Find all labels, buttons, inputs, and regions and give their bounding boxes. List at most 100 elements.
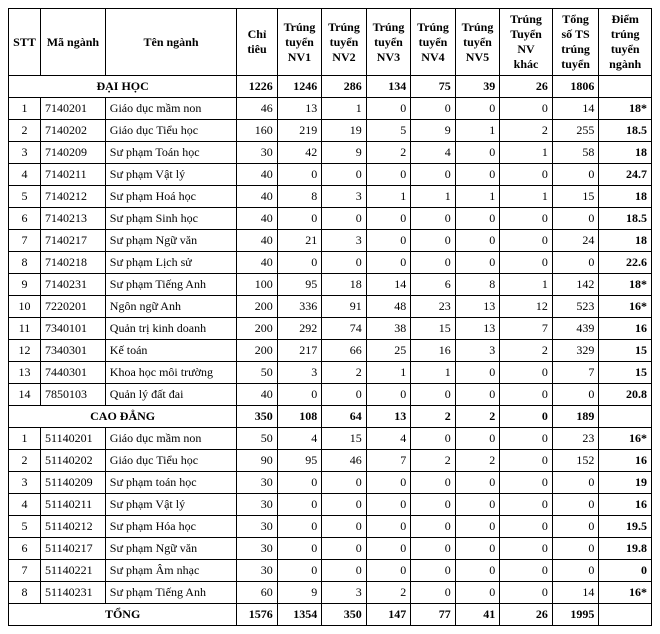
cell-tong: 0 (552, 252, 599, 274)
total-row-diem (599, 604, 652, 626)
cell-ma: 7140202 (41, 120, 106, 142)
cell-nv1: 0 (277, 538, 322, 560)
section-daihoc-nv1: 1246 (277, 76, 322, 98)
cell-stt: 4 (9, 164, 41, 186)
cell-tong: 152 (552, 450, 599, 472)
cell-nv1: 95 (277, 450, 322, 472)
total-row-nv1: 1354 (277, 604, 322, 626)
cell-nv4: 0 (411, 208, 456, 230)
section-daihoc-nvk: 26 (500, 76, 553, 98)
cell-chi: 40 (237, 384, 277, 406)
dh-row-3: 47140211Sư phạm Vật lý40000000024.7 (9, 164, 652, 186)
cell-nvk: 0 (500, 208, 553, 230)
cell-chi: 30 (237, 142, 277, 164)
cell-nvk: 12 (500, 296, 553, 318)
cell-nv2: 0 (322, 252, 367, 274)
cell-tong: 58 (552, 142, 599, 164)
cell-nv1: 42 (277, 142, 322, 164)
cell-nv2: 66 (322, 340, 367, 362)
cell-nv3: 1 (366, 186, 411, 208)
cell-diem: 20.8 (599, 384, 652, 406)
cell-nv2: 91 (322, 296, 367, 318)
cell-nv1: 0 (277, 516, 322, 538)
cell-nv1: 0 (277, 384, 322, 406)
cell-ma: 51140212 (41, 516, 106, 538)
cell-tong: 0 (552, 516, 599, 538)
cell-nv2: 0 (322, 560, 367, 582)
cell-nv2: 74 (322, 318, 367, 340)
section-daihoc: ĐẠI HỌC122612462861347539261806 (9, 76, 652, 98)
section-daihoc-chi: 1226 (237, 76, 277, 98)
section-daihoc-nv2: 286 (322, 76, 367, 98)
total-row-nv5: 41 (455, 604, 500, 626)
cell-nv3: 0 (366, 560, 411, 582)
cell-stt: 3 (9, 142, 41, 164)
cell-nvk: 0 (500, 362, 553, 384)
cell-ma: 7220201 (41, 296, 106, 318)
cell-chi: 40 (237, 252, 277, 274)
cell-stt: 9 (9, 274, 41, 296)
cell-nv5: 13 (455, 318, 500, 340)
cell-diem: 16 (599, 318, 652, 340)
cell-nv5: 0 (455, 384, 500, 406)
cell-nv2: 0 (322, 384, 367, 406)
cell-nv2: 3 (322, 582, 367, 604)
cell-nv4: 2 (411, 450, 456, 472)
cell-nvk: 0 (500, 428, 553, 450)
cell-chi: 30 (237, 516, 277, 538)
cell-stt: 4 (9, 494, 41, 516)
cell-tong: 7 (552, 362, 599, 384)
cell-nv1: 0 (277, 494, 322, 516)
cell-nv1: 336 (277, 296, 322, 318)
cell-diem: 24.7 (599, 164, 652, 186)
cell-nv4: 0 (411, 516, 456, 538)
cell-ten: Sư phạm Lịch sử (105, 252, 236, 274)
cell-nvk: 0 (500, 252, 553, 274)
cell-nvk: 0 (500, 472, 553, 494)
cell-ma: 7140218 (41, 252, 106, 274)
cell-stt: 8 (9, 582, 41, 604)
cell-stt: 1 (9, 428, 41, 450)
cell-nv3: 25 (366, 340, 411, 362)
cell-nv3: 0 (366, 252, 411, 274)
cell-nv5: 0 (455, 362, 500, 384)
cell-nv5: 0 (455, 230, 500, 252)
dh-row-10: 117340101Quản trị kinh doanh200292743815… (9, 318, 652, 340)
cell-nv1: 21 (277, 230, 322, 252)
cell-ten: Sư phạm Hóa học (105, 516, 236, 538)
cell-diem: 16 (599, 494, 652, 516)
cell-chi: 60 (237, 582, 277, 604)
cell-nv4: 4 (411, 142, 456, 164)
cell-tong: 0 (552, 384, 599, 406)
cell-nvk: 0 (500, 230, 553, 252)
section-caodang-nv5: 2 (455, 406, 500, 428)
dh-row-8: 97140231Sư phạm Tiếng Anh100951814681142… (9, 274, 652, 296)
section-daihoc-diem (599, 76, 652, 98)
cell-diem: 16* (599, 428, 652, 450)
cell-nv2: 9 (322, 142, 367, 164)
cell-nv3: 2 (366, 582, 411, 604)
cell-tong: 0 (552, 472, 599, 494)
cd-row-6: 751140221Sư phạm Âm nhạc3000000000 (9, 560, 652, 582)
cell-ma: 51140217 (41, 538, 106, 560)
cell-nvk: 2 (500, 120, 553, 142)
cell-stt: 11 (9, 318, 41, 340)
col-nv1: Trúng tuyển NV1 (277, 9, 322, 76)
cell-ma: 7140231 (41, 274, 106, 296)
cell-tong: 0 (552, 560, 599, 582)
cell-nv3: 0 (366, 516, 411, 538)
cell-stt: 10 (9, 296, 41, 318)
col-diem: Điểm trúng tuyển ngành (599, 9, 652, 76)
cell-nv2: 0 (322, 164, 367, 186)
cell-nv2: 1 (322, 98, 367, 120)
cell-chi: 50 (237, 428, 277, 450)
cell-nv1: 217 (277, 340, 322, 362)
cell-nv4: 0 (411, 560, 456, 582)
cell-ten: Sư phạm Ngữ văn (105, 538, 236, 560)
cell-nv1: 292 (277, 318, 322, 340)
cell-chi: 30 (237, 472, 277, 494)
cell-nvk: 1 (500, 142, 553, 164)
cell-nv3: 0 (366, 538, 411, 560)
cell-nv5: 0 (455, 582, 500, 604)
cell-nv2: 0 (322, 494, 367, 516)
